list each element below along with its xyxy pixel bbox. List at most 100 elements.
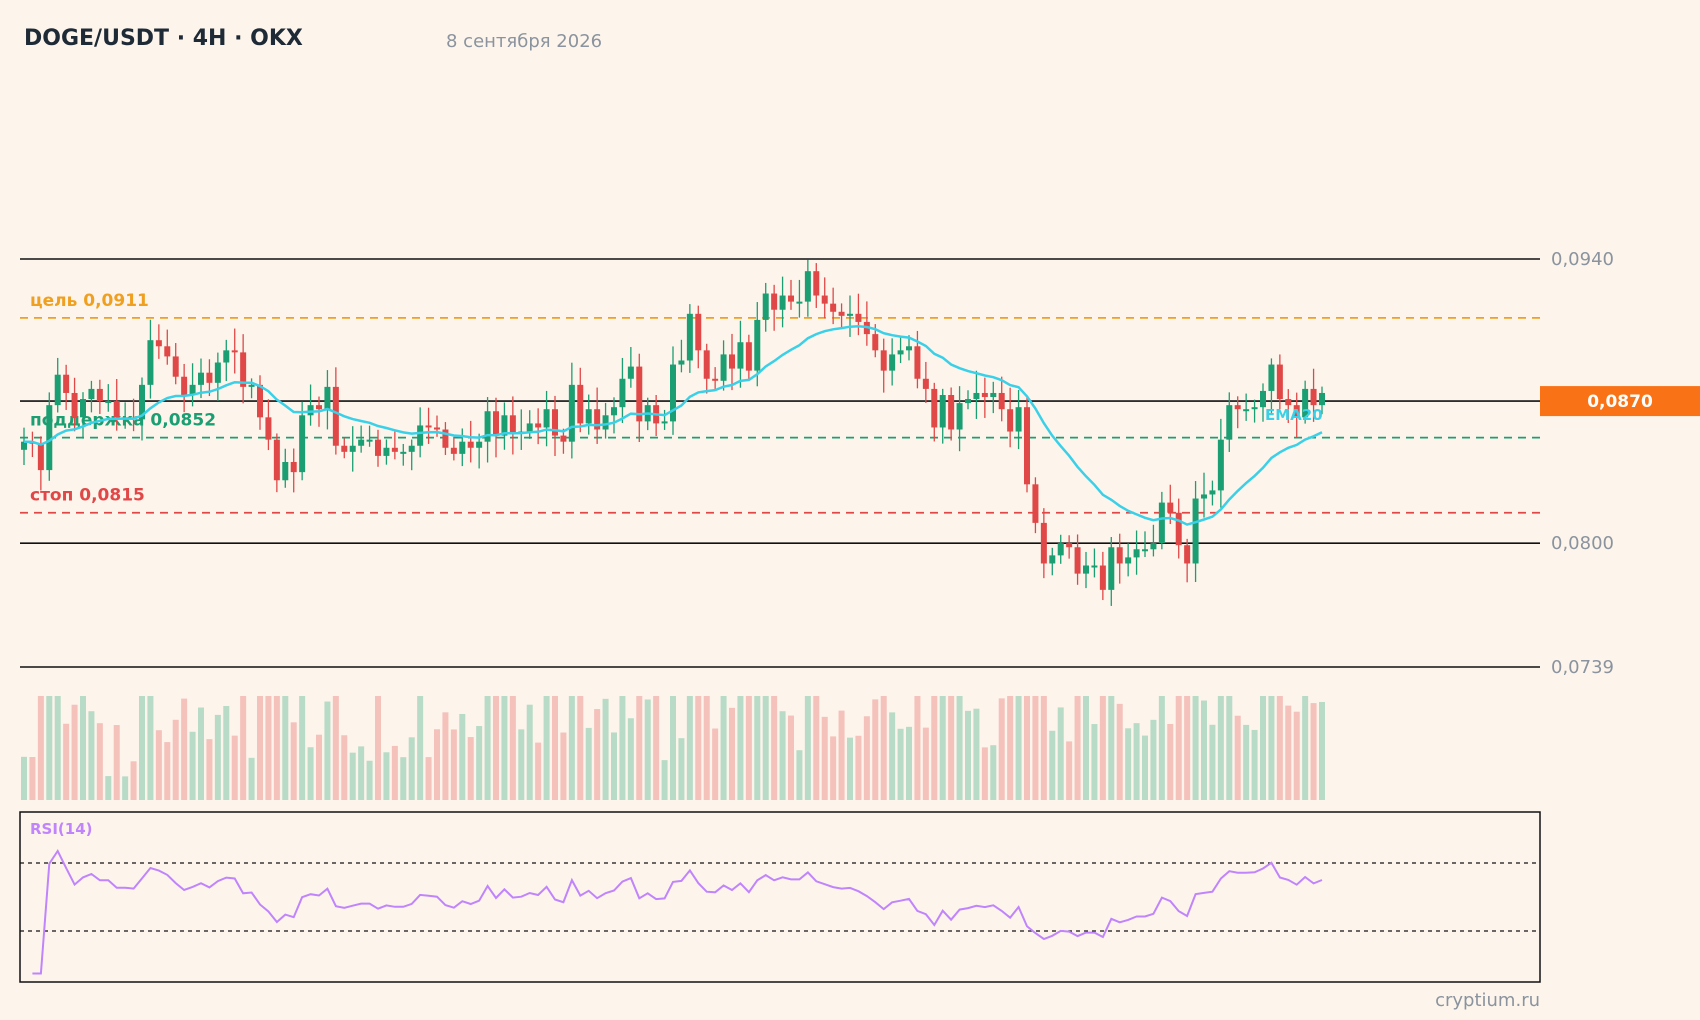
volume-bar [1108,696,1115,800]
volume-bar [366,760,373,800]
volume-bar [838,710,845,800]
candle-body [526,423,533,432]
candle-body [408,445,415,452]
candle-body [695,313,702,351]
candle-body [737,342,744,369]
volume-bar [383,752,390,800]
candle-body [602,415,609,430]
y-tick-label: 0,0940 [1551,249,1614,270]
candle-body [358,439,365,446]
volume-bar [914,696,921,800]
volume-bar [779,711,786,800]
candle-body [1108,547,1115,590]
volume-bar [804,696,811,800]
rsi-label: RSI(14) [30,820,93,838]
volume-bar [425,757,432,800]
volume-bar [788,715,794,800]
volume-bar [231,735,238,800]
candle-body [1158,502,1165,544]
y-tick-label: 0,0800 [1551,533,1614,554]
candle-body [1209,490,1216,495]
candle-body [855,313,862,322]
candle-body [1007,409,1014,432]
chart-title: DOGE/USDT · 4H · OKX [24,26,303,51]
candle-body [37,443,44,471]
volume-bar [1201,700,1207,800]
volume-bar [476,726,483,800]
volume-bar [450,729,457,800]
volume-bar [37,696,44,800]
volume-bar [113,725,120,800]
volume-bar [484,696,491,800]
volume-bar [358,746,365,800]
volume-bar [594,709,601,800]
volume-bar [391,745,398,800]
candle-body [442,429,449,448]
candle-body [847,313,853,316]
candle-body [990,392,997,398]
candle-body [1074,547,1081,574]
volume-bar [105,776,112,800]
candle-body [1260,390,1266,408]
candle-body [425,425,432,428]
volume-bar [139,696,145,800]
candle-body [198,372,204,385]
volume-bar [88,711,95,800]
volume-bar [1158,696,1165,800]
candle-body [1091,565,1098,568]
volume-bar [1209,724,1216,800]
volume-bar [771,696,778,800]
candle-body [172,356,179,377]
volume-bar [720,696,727,800]
volume-bar [189,731,196,800]
volume-bar [1260,696,1266,800]
volume-bar [627,718,634,800]
volume-bar [695,696,702,800]
candle-body [1276,364,1283,400]
candle-body [349,445,356,452]
candle-body [939,395,946,428]
current-price-tag-bg [1540,386,1700,417]
candle-body [712,378,719,381]
volume-bar [257,696,263,800]
volume-bar [526,704,533,800]
volume-bar [712,728,719,800]
volume-bar [998,698,1005,800]
volume-bar [939,696,946,800]
volume-bar [273,696,280,800]
candle-body [282,461,289,481]
candle-body [1251,407,1258,410]
volume-bar [729,707,735,800]
candle-body [670,364,676,422]
volume-bar [796,750,803,800]
candle-body [375,439,381,456]
volume-bar [1116,703,1123,800]
candle-body [1201,494,1207,499]
candle-body [1285,399,1292,406]
candle-body [552,409,558,436]
volume-bar [172,719,179,800]
candle-body [754,319,761,371]
candle-body [231,350,238,353]
candle-body [417,425,424,446]
volume-bar [1251,729,1258,800]
candle-body [1175,512,1182,546]
candle-body [788,295,794,302]
rsi-line [32,849,1323,975]
chart-date: 8 сентября 2026 [446,31,603,52]
candle-body [762,293,769,320]
volume-bar [863,716,870,800]
candle-body [1133,549,1140,558]
candle-body [240,352,247,387]
candle-body [139,384,145,420]
level-label-bg [26,409,194,432]
candle-body [956,403,963,430]
candle-body [1142,549,1148,552]
volume-bar [922,727,929,800]
volume-bar [80,696,86,800]
volume-bar [375,696,381,800]
volume-bar [872,699,879,800]
volume-bar [1268,696,1275,800]
candle-body [46,405,53,471]
